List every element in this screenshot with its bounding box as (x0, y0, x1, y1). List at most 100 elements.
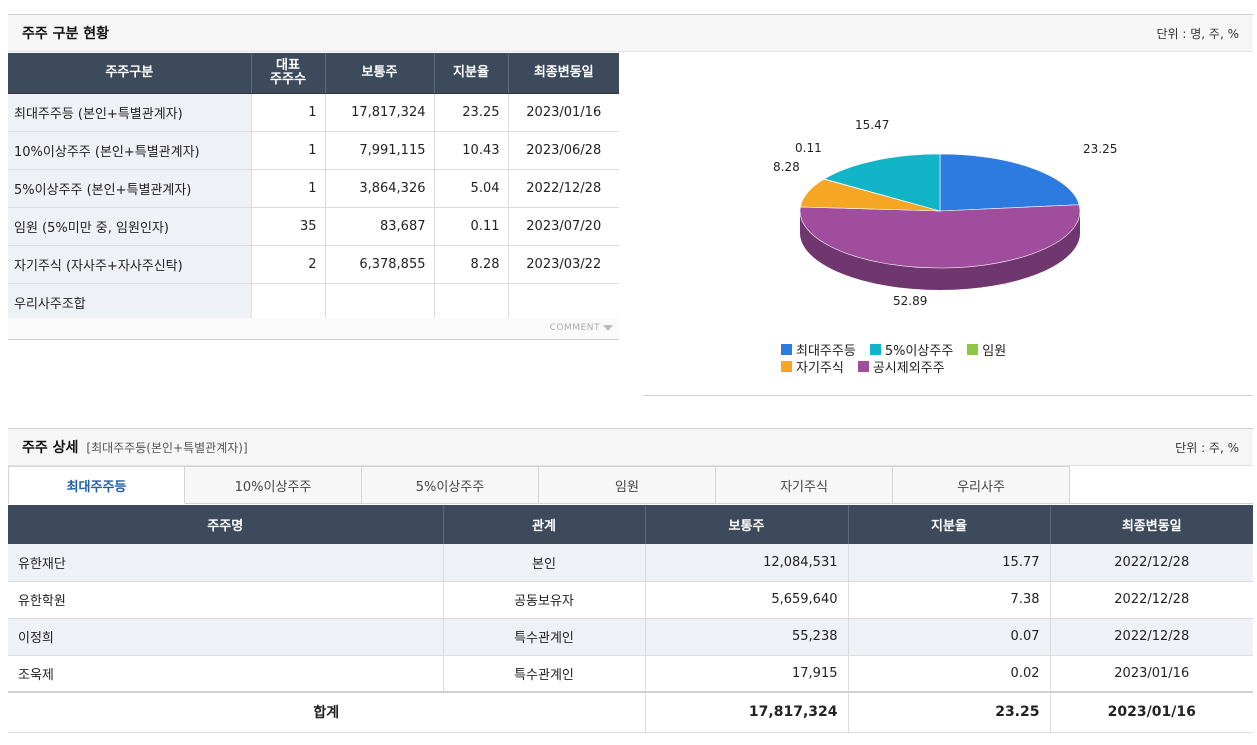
summary-cell-ratio: 0.11 (433, 207, 508, 246)
col-header-ratio: 지분율 (847, 505, 1050, 544)
legend-label: 공시제외주주 (872, 361, 945, 376)
detail-cell-relation: 특수관계인 (442, 618, 645, 656)
summary-cell-ratio: 10.43 (433, 131, 508, 170)
total-date: 2023/01/16 (1049, 691, 1253, 733)
detail-cell-date: 2023/01/16 (1049, 655, 1253, 693)
legend-label: 5%이상주주 (884, 344, 954, 359)
total-label: 합계 (8, 691, 645, 733)
detail-cell-name: 조욱제 (8, 655, 443, 693)
summary-cell-count: 2 (250, 245, 325, 284)
pie-slice-최대주주등[interactable] (939, 153, 1080, 212)
detail-cell-relation: 특수관계인 (442, 655, 645, 693)
legend-item[interactable]: 공시제외주주 (857, 357, 945, 376)
table-row: 유한학원 공동보유자 5,659,640 7.38 2022/12/28 (8, 581, 1253, 619)
summary-cell-count: 1 (250, 169, 325, 208)
summary-title: 주주 구분 현황 (22, 26, 110, 42)
detail-cell-name: 유한재단 (8, 544, 443, 582)
pie-chart-svg: 23.25 52.89 8.28 0.11 15.47 (773, 118, 1117, 308)
summary-cell-shares: 7,991,115 (324, 131, 434, 170)
pie-side-공시제외주주 (800, 211, 1080, 290)
summary-cell-category: 자기주식 (자사주+자사주신탁) (8, 245, 251, 284)
summary-row: 10%이상주주 (본인+특별관계자) 1 7,991,115 10.43 2023/06… (8, 131, 619, 170)
detail-cell-relation: 본인 (442, 544, 645, 582)
summary-cell-category: 우리사주조합 (8, 283, 251, 322)
summary-row: 임원 (5%미만 중, 임원인자) 35 83,687 0.11 2023/07/20 (8, 207, 619, 246)
detail-title: 주주 상세 (22, 440, 79, 456)
detail-cell-shares: 17,915 (644, 655, 848, 693)
summary-cell-date: 2023/06/28 (507, 131, 619, 170)
col-header-shares: 보통주 (644, 505, 848, 544)
tab-2[interactable]: 10%이상주주 (185, 466, 362, 504)
col-header-relation: 관계 (442, 505, 645, 544)
detail-cell-date: 2022/12/28 (1049, 544, 1253, 582)
tab-6[interactable]: 우리사주 (893, 466, 1070, 504)
legend-item[interactable]: 5%이상주주 (869, 340, 954, 359)
summary-cell-ratio: 23.25 (433, 93, 508, 132)
col-header-date: 최종변동일 (507, 53, 619, 94)
summary-cell-count: 35 (250, 207, 325, 246)
pie-slice-공시제외주주[interactable] (799, 204, 1081, 269)
rep-count-line2: 주주수 (270, 71, 306, 87)
comment-toggle[interactable]: COMMENT (8, 318, 619, 340)
legend-swatch (967, 344, 979, 355)
tab-1[interactable]: 최대주주등 (8, 466, 185, 504)
summary-cell-count: 1 (250, 131, 325, 170)
tab-4[interactable]: 임원 (539, 466, 716, 504)
legend-swatch (781, 344, 792, 355)
detail-tabs: 최대주주등 10%이상주주 5%이상주주 임원 자기주식 우리사주 (8, 466, 1253, 504)
total-shares: 17,817,324 (644, 691, 848, 733)
pie-data-label: 15.47 (855, 118, 889, 132)
chevron-down-icon (603, 324, 613, 331)
legend-row: 자기주식 공시제외주주 (781, 357, 1081, 376)
detail-cell-date: 2022/12/28 (1049, 581, 1253, 619)
summary-cell-ratio: 8.28 (433, 245, 508, 284)
total-row: 합계 17,817,324 23.25 2023/01/16 (8, 691, 1253, 733)
legend-label: 최대주주등 (796, 344, 856, 359)
table-row: 조욱제 특수관계인 17,915 0.02 2023/01/16 (8, 655, 1253, 693)
summary-cell-category: 10%이상주주 (본인+특별관계자) (8, 131, 251, 170)
summary-row: 5%이상주주 (본인+특별관계자) 1 3,864,326 5.04 2022/12/2… (8, 169, 619, 208)
summary-cell-count (250, 283, 325, 322)
pie-data-label: 0.11 (795, 141, 822, 155)
summary-cell-category: 최대주주등 (본인+특별관계자) (8, 93, 251, 132)
legend-item[interactable]: 최대주주등 (781, 340, 856, 359)
summary-row: 우리사주조합 (8, 283, 619, 322)
pie-slice-5%이상주주[interactable] (823, 153, 941, 212)
summary-cell-date (507, 283, 619, 322)
detail-cell-name: 이정희 (8, 618, 443, 656)
summary-cell-shares (324, 283, 434, 322)
legend-swatch (857, 361, 869, 372)
detail-header: 주주 상세 [최대주주등(본인+특별관계자)] 단위 : 주, % (8, 428, 1253, 466)
pie-data-label: 8.28 (773, 160, 800, 174)
comment-label: COMMENT (549, 323, 600, 333)
summary-cell-category: 임원 (5%미만 중, 임원인자) (8, 207, 251, 246)
tab-spacer (1070, 466, 1253, 503)
detail-cell-date: 2022/12/28 (1049, 618, 1253, 656)
summary-cell-date: 2023/03/22 (507, 245, 619, 284)
detail-cell-ratio: 0.07 (847, 618, 1050, 656)
shareholder-summary-table: 주주구분 대표 주주수 보통주 지분율 최종변동일 최대주주등 (본인+특별관계… (8, 53, 619, 322)
summary-cell-date: 2022/12/28 (507, 169, 619, 208)
pie-data-label: 23.25 (1083, 142, 1117, 156)
summary-cell-ratio: 5.04 (433, 169, 508, 208)
shareholder-detail-table: 주주명 관계 보통주 지분율 최종변동일 유한재단 본인 12,084,531 15.… (8, 505, 1253, 733)
tab-5[interactable]: 자기주식 (716, 466, 893, 504)
detail-unit: 단위 : 주, % (1175, 440, 1239, 455)
col-header-rep-count: 대표 주주수 (250, 53, 325, 94)
summary-cell-date: 2023/07/20 (507, 207, 619, 246)
summary-header: 주주 구분 현황 단위 : 명, 주, % (8, 14, 1253, 52)
table-row: 유한재단 본인 12,084,531 15.77 2022/12/28 (8, 544, 1253, 582)
tab-3[interactable]: 5%이상주주 (362, 466, 539, 504)
summary-cell-shares: 6,378,855 (324, 245, 434, 284)
legend-item[interactable]: 자기주식 (781, 357, 844, 376)
legend-row: 최대주주등 5%이상주주 임원 (781, 340, 1081, 359)
legend-item[interactable]: 임원 (967, 340, 1006, 359)
summary-cell-category: 5%이상주주 (본인+특별관계자) (8, 169, 251, 208)
detail-cell-shares: 55,238 (644, 618, 848, 656)
summary-cell-date: 2023/01/16 (507, 93, 619, 132)
summary-cell-shares: 17,817,324 (324, 93, 434, 132)
rep-count-line1: 대표 (276, 58, 300, 74)
shareholder-pie-chart: 23.25 52.89 8.28 0.11 15.47 최대주주등 5%이상주주 임원 자기주… (643, 53, 1253, 396)
summary-cell-shares: 83,687 (324, 207, 434, 246)
